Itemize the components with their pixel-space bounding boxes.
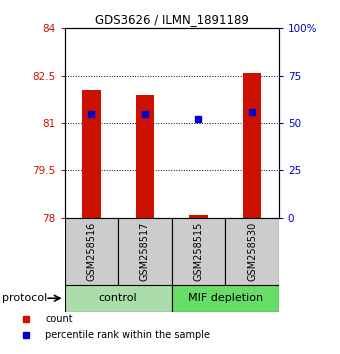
Text: MIF depletion: MIF depletion xyxy=(188,293,263,303)
FancyBboxPatch shape xyxy=(225,218,279,285)
FancyBboxPatch shape xyxy=(172,218,225,285)
Text: control: control xyxy=(99,293,137,303)
FancyBboxPatch shape xyxy=(65,218,118,285)
Text: GSM258530: GSM258530 xyxy=(247,222,257,281)
Text: GSM258515: GSM258515 xyxy=(193,222,203,281)
Text: percentile rank within the sample: percentile rank within the sample xyxy=(45,330,210,340)
Bar xyxy=(189,215,208,218)
Text: GSM258517: GSM258517 xyxy=(140,222,150,281)
Title: GDS3626 / ILMN_1891189: GDS3626 / ILMN_1891189 xyxy=(95,13,249,26)
Bar xyxy=(243,73,261,218)
Text: GSM258516: GSM258516 xyxy=(86,222,96,281)
FancyBboxPatch shape xyxy=(172,285,279,312)
Text: protocol: protocol xyxy=(2,293,47,303)
FancyBboxPatch shape xyxy=(65,285,172,312)
FancyBboxPatch shape xyxy=(118,218,172,285)
Bar xyxy=(82,90,101,218)
Text: count: count xyxy=(45,314,73,324)
Bar xyxy=(136,95,154,218)
